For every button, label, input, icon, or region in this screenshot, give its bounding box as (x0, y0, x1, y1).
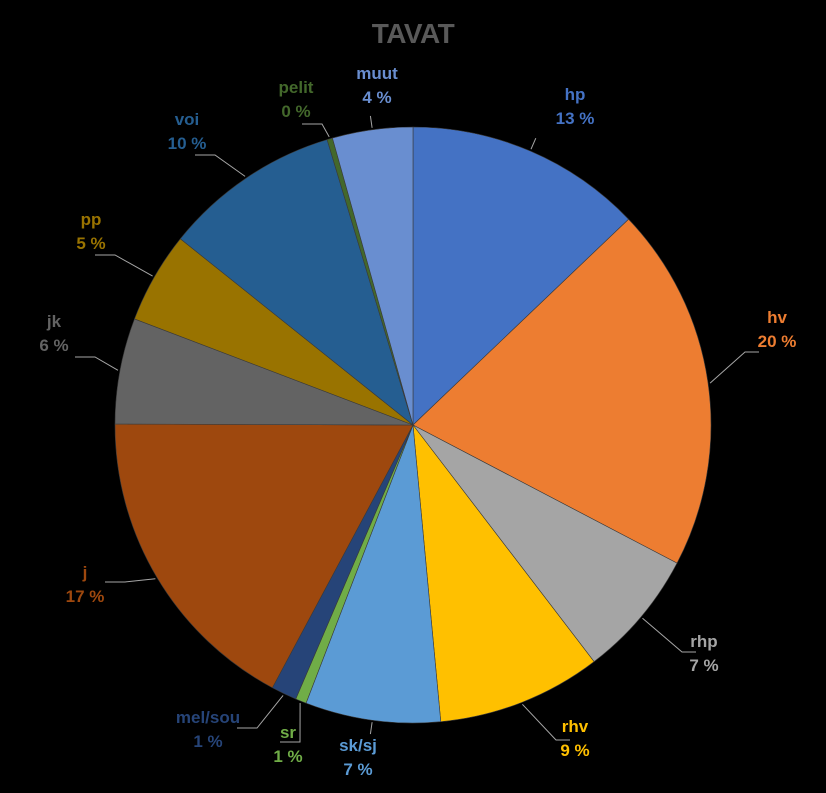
slice-label: rhp (690, 632, 717, 651)
leader-line (642, 617, 696, 653)
slice-label: pelit (279, 78, 314, 97)
slice-value-label: 6 % (39, 336, 68, 355)
slice-label: jk (46, 312, 62, 331)
slice-value-label: 20 % (758, 332, 797, 351)
pie-slice-sk-sj (305, 424, 442, 724)
leader-line (369, 722, 373, 735)
slice-value-label: 10 % (168, 134, 207, 153)
pie-slice-rhp (412, 424, 678, 663)
pie-slice-voi (179, 139, 414, 426)
slice-value-label: 7 % (689, 656, 718, 675)
slice-value-label: 0 % (281, 102, 310, 121)
slice-label: hv (767, 308, 787, 327)
pie-slices (114, 126, 712, 724)
leader-line (75, 356, 119, 371)
leader-lines (75, 115, 759, 743)
slice-value-label: 1 % (273, 747, 302, 766)
slice-label: voi (175, 110, 200, 129)
slice-label: muut (356, 64, 398, 83)
slice-value-label: 17 % (66, 587, 105, 606)
leader-line (530, 138, 537, 150)
slice-value-label: 7 % (343, 760, 372, 779)
slice-label: sk/sj (339, 736, 377, 755)
slice-label: sr (280, 723, 296, 742)
leader-line (237, 695, 284, 729)
leader-line (95, 254, 153, 277)
leader-line (369, 115, 373, 128)
chart-title: TAVAT (371, 18, 455, 49)
pie-slice-j (114, 423, 414, 689)
pie-slice-hp (412, 126, 630, 426)
slice-label: j (82, 563, 88, 582)
slice-value-label: 5 % (76, 234, 105, 253)
slice-value-label: 1 % (193, 732, 222, 751)
slice-value-label: 9 % (560, 741, 589, 760)
leader-line (105, 578, 156, 583)
pie-slice-muut (332, 126, 414, 426)
leader-line (195, 154, 246, 177)
leader-line (709, 351, 759, 384)
leader-line (302, 123, 330, 138)
pie-slice-rhv (412, 423, 595, 723)
slice-label: pp (81, 210, 102, 229)
slice-value-label: 4 % (362, 88, 391, 107)
slice-label: mel/sou (176, 708, 240, 727)
leader-line (280, 702, 301, 743)
slice-value-label: 13 % (556, 109, 595, 128)
slice-label: hp (565, 85, 586, 104)
data-labels: hp 13 % hv 20 % rhp 7 % rhv 9 % sk/sj 7 % sr 1 % mel… (39, 64, 796, 779)
slice-label: rhv (562, 717, 589, 736)
pie-slice-hv (412, 218, 712, 564)
leader-line (522, 703, 570, 741)
